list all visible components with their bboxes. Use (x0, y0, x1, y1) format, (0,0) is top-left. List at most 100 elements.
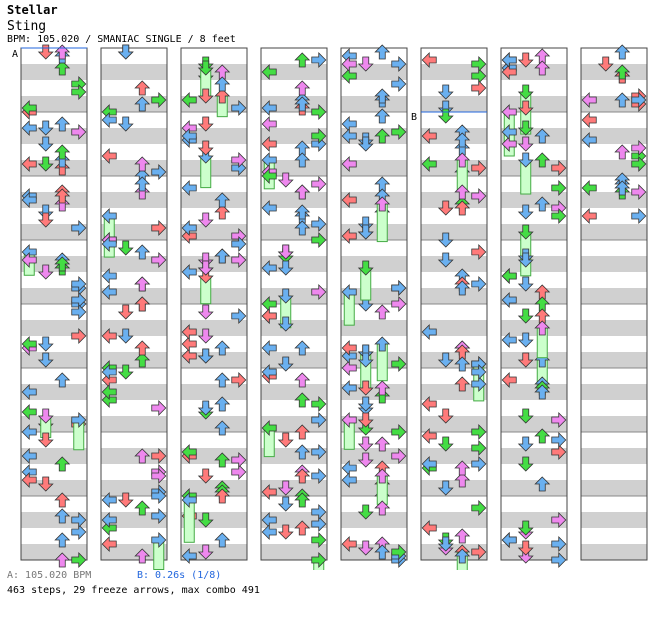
step-arrow (311, 216, 327, 232)
step-arrow (101, 112, 117, 128)
beat-band (501, 416, 567, 432)
beat-band (21, 480, 87, 496)
step-arrow (71, 304, 87, 320)
step-arrow (501, 372, 517, 388)
step-arrow (261, 420, 277, 436)
beat-band (501, 256, 567, 272)
step-arrow (71, 84, 87, 100)
beat-band (21, 416, 87, 432)
beat-band (261, 544, 327, 560)
chart-stats: 463 steps, 29 freeze arrows, max combo 4… (7, 585, 260, 596)
step-arrow (294, 52, 311, 68)
beat-band (261, 448, 327, 464)
step-arrow (37, 136, 54, 152)
beat-band (421, 416, 487, 432)
step-arrow (54, 508, 71, 524)
step-arrow (517, 276, 534, 292)
step-arrow (311, 444, 327, 460)
step-arrow (197, 116, 214, 132)
step-arrow (357, 436, 374, 452)
step-arrow (261, 340, 277, 356)
step-arrow (581, 180, 597, 196)
beat-band (181, 384, 247, 400)
beat-band (501, 192, 567, 208)
step-arrow (294, 220, 311, 236)
beat-band (581, 320, 647, 336)
step-arrow (231, 100, 247, 116)
step-arrow (261, 260, 277, 276)
step-arrow (341, 472, 357, 488)
step-arrow (71, 412, 87, 428)
step-arrow (54, 456, 71, 472)
beat-band (581, 128, 647, 144)
step-arrow (374, 388, 391, 404)
step-arrow (151, 508, 167, 524)
beat-band (421, 320, 487, 336)
step-arrow (197, 348, 214, 364)
beat-band (181, 544, 247, 560)
step-arrow (421, 456, 437, 472)
step-arrow (391, 296, 407, 312)
step-arrow (134, 500, 151, 516)
step-arrow (341, 228, 357, 244)
beat-band (21, 64, 87, 80)
beat-band (101, 224, 167, 240)
beat-band (581, 352, 647, 368)
step-arrow (214, 88, 231, 104)
beat-band (21, 544, 87, 560)
beat-band (181, 288, 247, 304)
step-arrow (294, 96, 311, 112)
step-arrow (551, 208, 567, 224)
step-arrow (517, 204, 534, 220)
step-arrow (21, 336, 37, 352)
beat-band (261, 160, 327, 176)
step-arrow (581, 208, 597, 224)
step-arrow (631, 156, 647, 172)
step-arrow (437, 252, 454, 268)
step-arrow (534, 384, 551, 400)
step-arrow (151, 164, 167, 180)
step-arrow (37, 432, 54, 448)
step-arrow (471, 424, 487, 440)
step-arrow (151, 468, 167, 484)
stop-legend: B: 0.26s (1/8) (137, 570, 222, 581)
beat-band (421, 448, 487, 464)
step-arrow (214, 340, 231, 356)
step-arrow (471, 80, 487, 96)
step-arrow (311, 128, 327, 144)
step-arrow (471, 544, 487, 560)
step-arrow (341, 340, 357, 356)
beat-band (101, 256, 167, 272)
beat-band (581, 64, 647, 80)
step-arrow (134, 276, 151, 292)
step-arrow (214, 532, 231, 548)
step-arrow (437, 480, 454, 496)
step-arrow (134, 96, 151, 112)
beat-band (261, 192, 327, 208)
step-arrow (37, 408, 54, 424)
step-arrow (197, 260, 214, 276)
step-arrow (517, 52, 534, 68)
beat-band (181, 352, 247, 368)
step-arrow (151, 252, 167, 268)
step-arrow (551, 552, 567, 568)
beat-band (101, 64, 167, 80)
beat-band (341, 160, 407, 176)
step-arrow (454, 376, 471, 392)
step-arrow (37, 156, 54, 172)
step-arrow (311, 176, 327, 192)
step-arrow (134, 340, 151, 356)
step-arrow (197, 304, 214, 320)
step-arrow (454, 356, 471, 372)
step-arrow (357, 352, 374, 368)
step-arrow (391, 356, 407, 372)
step-arrow (151, 400, 167, 416)
step-arrow (54, 144, 71, 160)
step-arrow (374, 304, 391, 320)
step-arrow (517, 120, 534, 136)
beat-band (501, 384, 567, 400)
beat-band (181, 416, 247, 432)
step-arrow (311, 412, 327, 428)
step-arrow (437, 232, 454, 248)
step-arrow (197, 512, 214, 528)
